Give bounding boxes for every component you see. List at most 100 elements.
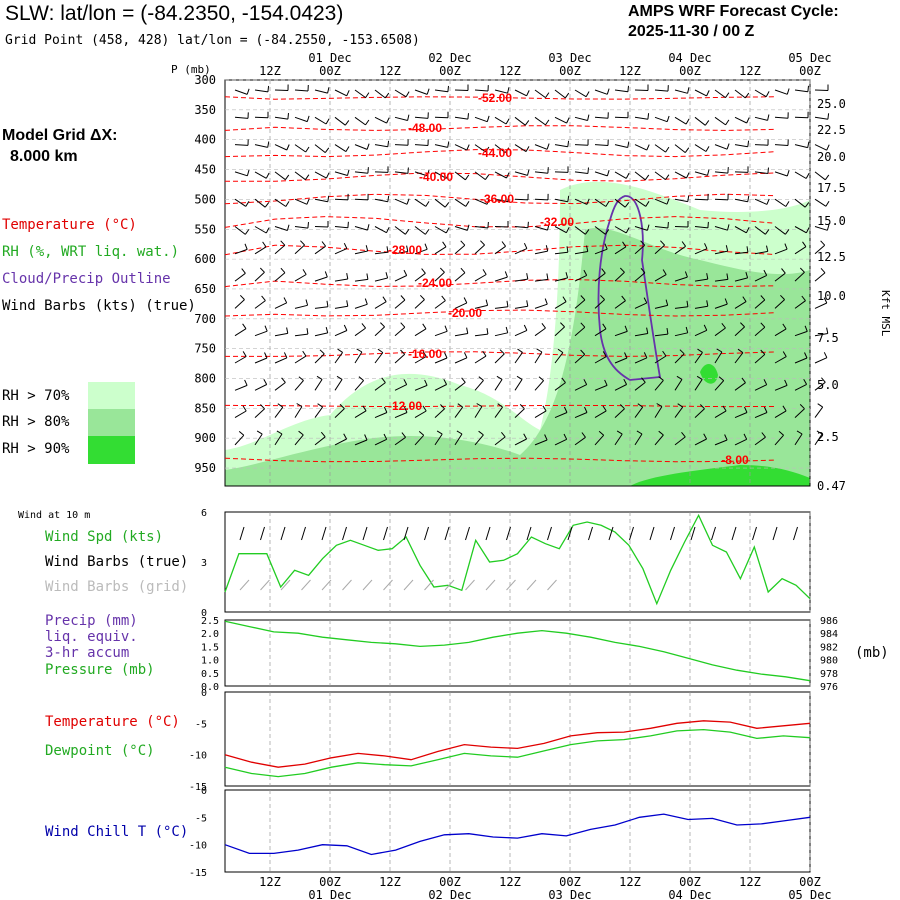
isotherm-line (224, 309, 776, 317)
height-tick-label: 20.0 (817, 150, 846, 164)
wind-barb (674, 89, 688, 94)
wind-barb-flag (580, 295, 586, 301)
wind-barb (574, 171, 588, 174)
wind-barb (354, 89, 366, 99)
wind-barb-flag (298, 430, 304, 436)
time-tick-label: 00Z (319, 875, 341, 889)
wind-barb-flag (602, 351, 607, 357)
wind-barb (814, 433, 823, 446)
wind-barb (694, 305, 708, 309)
wind-barb (314, 116, 327, 125)
wind-barb-flag (244, 229, 250, 235)
surface-wind-barb (793, 526, 798, 541)
wind-barb (814, 144, 827, 151)
wind-barb-flag (523, 242, 528, 249)
time-tick-label: 00Z (559, 875, 581, 889)
temperature-tick-label: 0 (201, 688, 207, 699)
wind-barb-flag (567, 140, 570, 147)
forecast-cycle-value: 2025-11-30 / 00 Z (628, 23, 755, 40)
wind-barb (254, 89, 268, 93)
wind-barb (554, 412, 568, 419)
wind-barb-flag (444, 352, 448, 359)
wind-barb (594, 434, 605, 446)
wind-barb-flag (461, 377, 466, 383)
wind-barb (634, 272, 646, 282)
wind-barb-flag (563, 433, 568, 440)
wind-barb-flag (676, 375, 683, 380)
wind-barb-flag (804, 325, 808, 332)
isotherm-label: -16.00 (408, 347, 442, 361)
wind-barb (714, 89, 726, 99)
surface-wind-barb-grid (301, 579, 311, 591)
wind-barb (574, 326, 586, 337)
wind-barb-flag (646, 224, 650, 231)
wind-barb (274, 406, 284, 418)
surface-wind-barb (342, 526, 347, 541)
wind-barb (654, 406, 663, 418)
wind-barb-flag (504, 271, 508, 278)
wind-barb-flag (625, 227, 630, 234)
wind-barb-flag (737, 348, 744, 354)
surface-wind-barb (403, 526, 409, 541)
wind-barb-flag (584, 229, 590, 235)
wind-barb (494, 226, 509, 228)
wind-barb (274, 171, 286, 181)
wind-barb (754, 274, 767, 282)
date-label: 03 Dec (548, 51, 591, 65)
time-tick-label: 00Z (439, 64, 461, 78)
wind-barb (334, 438, 347, 446)
wind-barb-flag (662, 350, 667, 357)
wind-barb (394, 144, 409, 146)
wind-barb (254, 171, 267, 179)
wind-barb-flag (643, 297, 648, 304)
wind-barb (614, 271, 625, 282)
wind-barb-flag (705, 146, 710, 152)
wind-barb (774, 226, 786, 235)
wind-barb (434, 271, 445, 282)
pressure-tick-label: 700 (194, 312, 216, 326)
wind-barb (454, 382, 466, 391)
wind-barb (514, 278, 528, 282)
wind-barb-flag (781, 268, 786, 274)
wind-barb (714, 410, 727, 419)
wind-barb-flag (466, 144, 470, 151)
wind-barb (654, 304, 668, 309)
wind-barb-flag (380, 322, 385, 328)
height-tick-label: 2.5 (817, 430, 839, 444)
time-tick-label: 00Z (679, 875, 701, 889)
wind-barb (374, 171, 389, 173)
panel-frame (224, 789, 811, 873)
wind-barb-flag (286, 224, 290, 231)
pressure-tick-label: 300 (194, 73, 216, 87)
date-label: 03 Dec (548, 888, 591, 900)
wind-barb (314, 306, 328, 309)
wind-barb-flag (516, 375, 523, 380)
wind-barb-flag (482, 350, 487, 357)
wind-barb-flag (538, 376, 544, 381)
legend-rh90: RH > 90% (2, 441, 70, 457)
time-tick-label: 12Z (379, 875, 401, 889)
wind-barb (534, 327, 546, 337)
wind-barb (814, 333, 828, 337)
surface-wind-barb-grid (321, 579, 332, 591)
wind-barb (294, 355, 307, 364)
wind-barb-flag (387, 195, 390, 202)
wind-barb (794, 330, 808, 337)
wind-barb (494, 332, 508, 337)
wind-barb (374, 89, 386, 99)
wind-barb-flag (526, 273, 529, 280)
wind-barb (814, 272, 826, 282)
wind-barb-flag (581, 432, 586, 438)
wind-barb-flag (562, 296, 567, 302)
wind-barb-flag (238, 431, 245, 436)
pressure-tick-label: 984 (820, 629, 838, 640)
wind-barb (474, 333, 488, 337)
height-tick-label: 25.0 (817, 97, 846, 111)
wind-barb-flag (507, 195, 510, 202)
wind-speed-tick-label: 0 (201, 608, 207, 619)
wind-barb (674, 379, 683, 391)
wind-barb (454, 116, 468, 120)
wind-barb-flag (344, 120, 350, 126)
wind-barb-flag (623, 378, 628, 385)
wind-barb (474, 244, 485, 255)
